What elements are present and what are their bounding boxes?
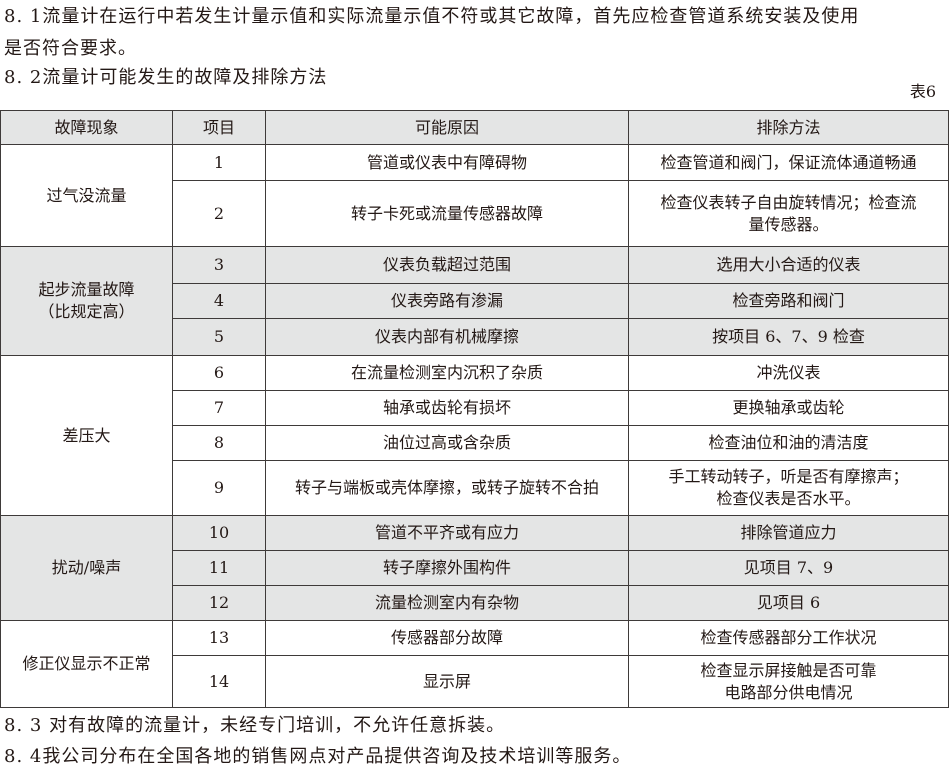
symptom-cell: 扰动/噪声 — [0, 515, 173, 621]
remedy-cell: 按项目 6、7、9 检查 — [628, 318, 949, 356]
symptom-text: 差压大 — [62, 425, 111, 445]
item-number: 6 — [172, 355, 266, 391]
item-number: 3 — [172, 246, 266, 284]
remedy-text: 检查仪表转子自由旋转情况；检查流 — [660, 192, 917, 212]
remedy-cell: 检查油位和油的清洁度 — [628, 425, 949, 461]
table-row: 起步流量故障 （比规定高） 3 仪表负载超过范围 选用大小合适的仪表 — [0, 246, 949, 356]
remedy-cell: 更换轴承或齿轮 — [628, 390, 949, 426]
remedy-cell: 检查管道和阀门，保证流体通道畅通 — [628, 144, 949, 181]
cause-cell: 仪表负载超过范围 — [265, 246, 629, 284]
remedy-text: 检查旁路和阀门 — [732, 291, 845, 310]
remedy-cell: 冲洗仪表 — [628, 355, 949, 391]
item-number: 1 — [172, 144, 266, 181]
remedy-text: 检查传感器部分工作状况 — [700, 628, 877, 647]
symptom-cell: 起步流量故障 （比规定高） — [0, 246, 173, 356]
remedy-text: 选用大小合适的仪表 — [716, 255, 861, 274]
cause-cell: 转子卡死或流量传感器故障 — [265, 180, 629, 247]
item-number: 12 — [172, 585, 266, 621]
remedy-text: 电路部分供电情况 — [724, 682, 853, 702]
remedy-text: 检查显示屏接触是否可靠 — [700, 660, 877, 680]
symptom-cell: 差压大 — [0, 355, 173, 516]
paragraph-8-1-line1: 8. 1流量计在运行中若发生计量示值和实际流量示值不符或其它故障，首先应检查管道… — [4, 6, 860, 27]
cause-cell: 油位过高或含杂质 — [265, 425, 629, 461]
cause-cell: 流量检测室内有杂物 — [265, 585, 629, 621]
header-symptom: 故障现象 — [0, 110, 173, 145]
remedy-cell: 见项目 6 — [628, 585, 949, 621]
item-number: 8 — [172, 425, 266, 461]
item-number: 10 — [172, 515, 266, 551]
item-number: 5 — [172, 318, 266, 356]
table-row: 8 油位过高或含杂质 检查油位和油的清洁度 — [1, 425, 949, 461]
remedy-text: 手工转动转子，听是否有摩擦声； — [668, 467, 909, 486]
remedy-text: 检查油位和油的清洁度 — [708, 433, 869, 452]
cause-cell: 显示屏 — [265, 655, 629, 708]
item-number: 11 — [172, 550, 266, 586]
table-row: 扰动/噪声 10 管道不平齐或有应力 排除管道应力 — [0, 515, 949, 621]
header-cause: 可能原因 — [265, 110, 629, 145]
paragraph-8-4: 8. 4我公司分布在全国各地的销售网点对产品提供咨询及技术培训等服务。 — [4, 746, 632, 767]
header-remedy: 排除方法 — [628, 110, 949, 145]
remedy-text: 检查仪表是否水平。 — [716, 489, 861, 508]
header-item: 项目 — [172, 110, 266, 145]
cause-cell: 轴承或齿轮有损坏 — [265, 390, 629, 426]
remedy-text: 见项目 7、9 — [743, 558, 834, 577]
remedy-cell: 检查显示屏接触是否可靠 电路部分供电情况 — [628, 655, 949, 708]
table-row: 14 显示屏 检查显示屏接触是否可靠 电路部分供电情况 — [1, 655, 949, 708]
item-number: 13 — [172, 620, 266, 656]
remedy-text: 按项目 6、7、9 检查 — [712, 327, 865, 346]
paragraph-8-2: 8. 2流量计可能发生的故障及排除方法 — [4, 67, 328, 88]
symptom-text: （比规定高） — [38, 302, 135, 321]
remedy-text: 量传感器。 — [748, 214, 829, 234]
symptom-cell: 修正仪显示不正常 — [0, 620, 173, 708]
cause-cell: 转子摩擦外围构件 — [265, 550, 629, 586]
item-number: 9 — [172, 460, 266, 516]
symptom-text: 过气没流量 — [46, 185, 127, 205]
symptom-text: 起步流量故障 — [38, 280, 135, 299]
remedy-cell: 见项目 7、9 — [628, 550, 949, 586]
remedy-text: 更换轴承或齿轮 — [732, 398, 845, 417]
remedy-cell: 检查传感器部分工作状况 — [628, 620, 949, 656]
symptom-cell: 过气没流量 — [0, 144, 173, 247]
remedy-cell: 排除管道应力 — [628, 515, 949, 551]
paragraph-8-3: 8. 3 对有故障的流量计，未经专门培训，不允许任意拆装。 — [4, 715, 506, 736]
table-row: 差压大 6 在流量检测室内沉积了杂质 冲洗仪表 — [0, 355, 949, 516]
cause-cell: 转子与端板或壳体摩擦，或转子旋转不合拍 — [265, 460, 629, 516]
cause-cell: 传感器部分故障 — [265, 620, 629, 656]
table-row: 4 仪表旁路有渗漏 检查旁路和阀门 — [0, 283, 949, 319]
table-row: 7 轴承或齿轮有损坏 更换轴承或齿轮 — [1, 390, 949, 426]
cause-cell: 管道不平齐或有应力 — [265, 515, 629, 551]
item-number: 14 — [172, 655, 266, 708]
remedy-cell: 检查旁路和阀门 — [628, 283, 949, 319]
symptom-text: 扰动/噪声 — [51, 558, 122, 577]
remedy-text: 见项目 6 — [756, 593, 821, 612]
table-row: 过气没流量 1 管道或仪表中有障碍物 检查管道和阀门，保证流体通道畅通 — [0, 144, 949, 247]
item-number: 7 — [172, 390, 266, 426]
table-header-row: 故障现象 项目 可能原因 排除方法 — [0, 110, 949, 145]
remedy-cell: 检查仪表转子自由旋转情况；检查流 量传感器。 — [628, 180, 949, 247]
remedy-cell: 手工转动转子，听是否有摩擦声； 检查仪表是否水平。 — [628, 460, 949, 516]
table-label: 表6 — [909, 82, 936, 101]
item-number: 4 — [172, 283, 266, 319]
paragraph-8-1-line2: 是否符合要求。 — [4, 38, 137, 59]
cause-cell: 管道或仪表中有障碍物 — [265, 144, 629, 181]
remedy-text: 冲洗仪表 — [756, 363, 821, 382]
cause-cell: 仪表内部有机械摩擦 — [265, 318, 629, 356]
table-row: 修正仪显示不正常 13 传感器部分故障 检查传感器部分工作状况 — [0, 620, 949, 708]
cause-cell: 在流量检测室内沉积了杂质 — [265, 355, 629, 391]
cause-cell: 仪表旁路有渗漏 — [265, 283, 629, 319]
fault-table: 故障现象 项目 可能原因 排除方法 过气没流量 1 管道或仪表中有障碍物 检查管道和阀… — [0, 110, 949, 708]
symptom-text: 修正仪显示不正常 — [22, 654, 151, 673]
remedy-text: 检查管道和阀门，保证流体通道畅通 — [660, 152, 917, 172]
remedy-cell: 选用大小合适的仪表 — [628, 246, 949, 284]
table-row: 12 流量检测室内有杂物 见项目 6 — [0, 585, 949, 621]
table-row: 9 转子与端板或壳体摩擦，或转子旋转不合拍 手工转动转子，听是否有摩擦声； 检查仪表是… — [1, 460, 949, 516]
item-number: 2 — [172, 180, 266, 247]
remedy-text: 排除管道应力 — [740, 523, 837, 542]
table-row: 2 转子卡死或流量传感器故障 检查仪表转子自由旋转情况；检查流 量传感器。 — [1, 180, 949, 247]
